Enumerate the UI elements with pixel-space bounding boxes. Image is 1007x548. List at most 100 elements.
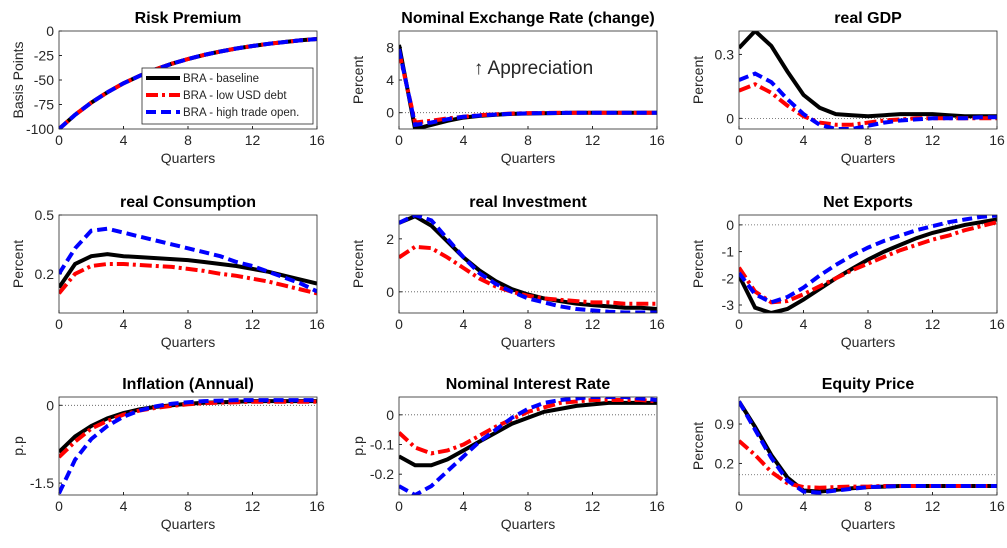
x-tick-label: 16	[309, 316, 325, 332]
x-axis-label: Quarters	[161, 334, 215, 350]
subplot: Equity Price Quarters Percent 0 4 8 12 16 0.2 0.9	[690, 376, 1005, 532]
x-tick-label: 12	[585, 498, 601, 514]
x-tick-label: 12	[245, 316, 261, 332]
legend-label: BRA - high trade open.	[183, 107, 299, 119]
x-tick-label: 0	[735, 498, 743, 514]
x-tick-label: 12	[245, 132, 261, 148]
series-line	[399, 397, 657, 495]
x-tick-label: 16	[649, 316, 665, 332]
x-tick-label: 16	[649, 498, 665, 514]
x-tick-label: 0	[395, 316, 403, 332]
x-tick-label: 4	[800, 316, 808, 332]
y-tick-label: 0	[726, 110, 734, 126]
y-tick-label: 0.2	[715, 455, 735, 471]
y-tick-label: 0	[46, 397, 54, 413]
axes-box	[398, 214, 658, 314]
x-tick-label: 16	[649, 132, 665, 148]
y-axis-label: p.p	[10, 436, 26, 456]
legend-label: BRA - low USD debt	[183, 90, 287, 102]
x-tick-label: 4	[120, 316, 128, 332]
subplot-title: real GDP	[834, 10, 902, 27]
x-axis-label: Quarters	[841, 516, 895, 532]
subplot-title: Inflation (Annual)	[122, 376, 254, 393]
y-tick-label: 0	[386, 105, 394, 121]
x-axis-label: Quarters	[841, 150, 895, 166]
y-tick-label: 0.5	[35, 207, 55, 223]
y-tick-label: -3	[722, 297, 735, 313]
y-axis-label: Percent	[350, 56, 366, 104]
y-tick-label: 0	[386, 284, 394, 300]
series-line	[59, 399, 317, 459]
x-tick-label: 8	[524, 498, 532, 514]
subplot: real Consumption Quarters Percent 0 4 8 12 16 0.…	[10, 194, 325, 350]
x-tick-label: 4	[460, 498, 468, 514]
subplot-title: Net Exports	[823, 194, 913, 211]
series-line	[399, 244, 657, 306]
x-tick-label: 8	[864, 132, 872, 148]
x-axis-label: Quarters	[841, 334, 895, 350]
y-tick-label: -2	[722, 270, 735, 286]
x-tick-label: 12	[925, 132, 941, 148]
series-line	[399, 215, 657, 313]
axes-box	[58, 396, 318, 496]
x-axis-label: Quarters	[501, 334, 555, 350]
y-axis-label: p.p	[350, 436, 366, 456]
x-tick-label: 0	[735, 132, 743, 148]
annotation: ↑ Appreciation	[474, 58, 593, 79]
subplot: Nominal Exchange Rate (change) Quarters Pe…	[350, 10, 665, 166]
axes-box	[398, 30, 658, 130]
x-tick-label: 16	[989, 132, 1005, 148]
x-axis-label: Quarters	[161, 516, 215, 532]
y-tick-label: -100	[26, 121, 54, 137]
y-axis-label: Percent	[690, 56, 706, 104]
x-tick-label: 12	[585, 132, 601, 148]
x-tick-label: 8	[524, 132, 532, 148]
x-tick-label: 4	[120, 132, 128, 148]
y-tick-label: -25	[34, 48, 54, 64]
y-tick-label: -1	[722, 244, 735, 260]
y-tick-label: 0	[726, 217, 734, 233]
y-tick-label: -50	[34, 72, 54, 88]
legend: BRA - baseline BRA - low USD debt BRA - hi…	[141, 67, 314, 125]
x-tick-label: 0	[735, 316, 743, 332]
subplot: real Investment Quarters Percent 0 4 8 12 16 0 2	[350, 194, 665, 350]
axes-box	[398, 396, 658, 496]
y-tick-label: 0.3	[715, 46, 735, 62]
x-axis-label: Quarters	[161, 150, 215, 166]
x-tick-label: 0	[55, 498, 63, 514]
x-tick-label: 12	[925, 498, 941, 514]
y-tick-label: -75	[34, 97, 54, 113]
axes-box	[738, 30, 998, 130]
x-axis-label: Quarters	[501, 516, 555, 532]
axes-box	[58, 214, 318, 314]
y-tick-label: -0.1	[370, 437, 394, 453]
x-tick-label: 8	[184, 498, 192, 514]
series-line	[739, 215, 997, 305]
x-tick-label: 8	[864, 316, 872, 332]
y-axis-label: Percent	[350, 240, 366, 288]
axes-box	[738, 214, 998, 314]
x-tick-label: 0	[395, 498, 403, 514]
x-tick-label: 12	[245, 498, 261, 514]
y-tick-label: 0	[386, 407, 394, 423]
x-tick-label: 4	[460, 316, 468, 332]
subplot-title: real Consumption	[120, 194, 256, 211]
x-tick-label: 16	[989, 316, 1005, 332]
x-tick-label: 4	[460, 132, 468, 148]
x-tick-label: 16	[989, 498, 1005, 514]
x-axis-label: Quarters	[501, 150, 555, 166]
x-tick-label: 4	[800, 132, 808, 148]
x-tick-label: 4	[800, 498, 808, 514]
x-tick-label: 8	[864, 498, 872, 514]
series-line	[739, 400, 997, 495]
x-tick-label: 8	[184, 316, 192, 332]
y-tick-label: 8	[386, 39, 394, 55]
y-tick-label: 0.2	[35, 266, 55, 282]
subplot-title: Nominal Interest Rate	[446, 376, 611, 393]
subplot: Inflation (Annual) Quarters p.p 0 4 8 12 16 -1.5…	[10, 376, 325, 532]
series-line	[399, 48, 657, 128]
x-tick-label: 4	[120, 498, 128, 514]
x-tick-label: 16	[309, 132, 325, 148]
x-tick-label: 0	[395, 132, 403, 148]
series-line	[399, 400, 657, 468]
